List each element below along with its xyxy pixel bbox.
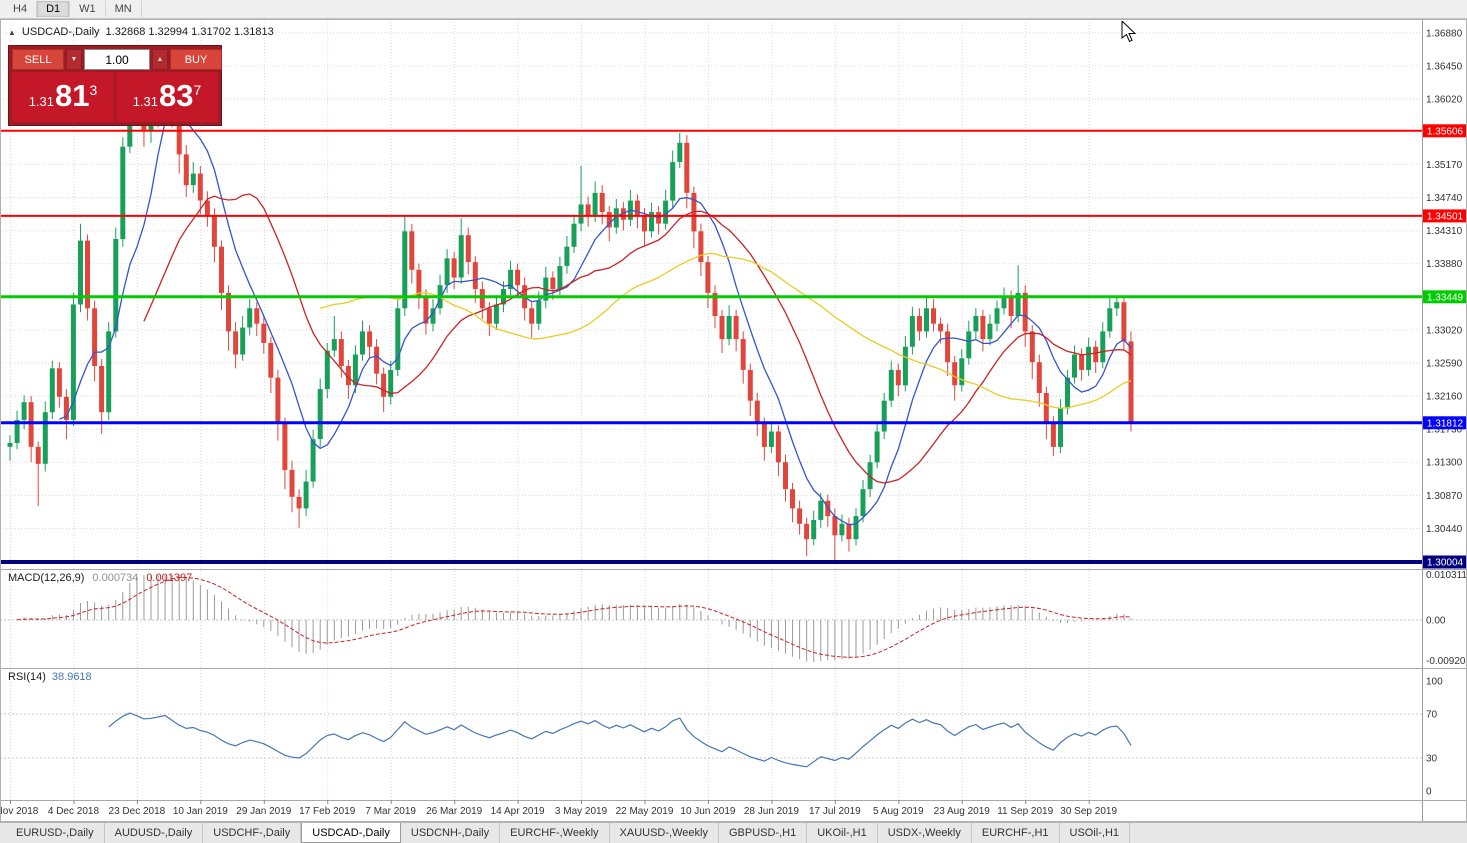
svg-text:30 Sep 2019: 30 Sep 2019	[1060, 806, 1117, 817]
chart-tab-usdchf-daily[interactable]: USDCHF-,Daily	[203, 823, 302, 843]
svg-text:23 Dec 2018: 23 Dec 2018	[109, 806, 166, 817]
buy-price-prefix: 1.31	[132, 94, 159, 109]
svg-text:1.31812: 1.31812	[1427, 418, 1464, 429]
chart-tab-ukoil-h1[interactable]: UKOil-,H1	[807, 823, 878, 843]
timeframe-toolbar: H4 D1 W1 MN	[0, 0, 1467, 19]
chart-tab-eurchf-weekly[interactable]: EURCHF-,Weekly	[500, 823, 610, 843]
svg-text:29 Jan 2019: 29 Jan 2019	[236, 806, 291, 817]
timeframe-button-h4[interactable]: H4	[4, 1, 38, 17]
svg-text:70: 70	[1426, 710, 1438, 721]
chart-tab-eurusd-daily[interactable]: EURUSD-,Daily	[6, 823, 105, 843]
timeframe-button-d1[interactable]: D1	[37, 1, 71, 17]
svg-text:7 Mar 2019: 7 Mar 2019	[365, 806, 416, 817]
svg-text:1.34310: 1.34310	[1426, 226, 1463, 237]
svg-text:-0.009203: -0.009203	[1426, 656, 1467, 667]
macd-label: MACD(12,26,9) 0.000734 0.001397	[8, 572, 192, 584]
grid-layer	[0, 22, 1422, 800]
price-scale-labels: 1.36880 1.36450 1.36020 1.35170 1.34740 1.343…	[1426, 28, 1467, 797]
svg-text:1.31730: 1.31730	[1426, 425, 1463, 436]
svg-text:26 Mar 2019: 26 Mar 2019	[426, 806, 483, 817]
sell-price-prefix: 1.31	[28, 94, 55, 109]
svg-text:1.34740: 1.34740	[1426, 193, 1463, 204]
timeframe-button-mn[interactable]: MN	[106, 1, 142, 17]
svg-text:0: 0	[1426, 787, 1432, 798]
chart-tab-usdcnh-daily[interactable]: USDCNH-,Daily	[401, 823, 501, 843]
svg-text:5 Aug 2019: 5 Aug 2019	[873, 806, 924, 817]
chart-tabs-bar: EURUSD-,Daily AUDUSD-,Daily USDCHF-,Daily U…	[0, 822, 1467, 843]
sell-price-big: 81	[55, 78, 90, 113]
price-badges: 1.35606 1.34501 1.33449 1.31812 1.30004	[1423, 124, 1467, 569]
timeframe-button-w1[interactable]: W1	[70, 1, 106, 17]
svg-text:28 Jun 2019: 28 Jun 2019	[744, 806, 799, 817]
svg-text:1.32160: 1.32160	[1426, 392, 1463, 403]
buy-price[interactable]: 1.31 83 7	[116, 72, 218, 122]
svg-text:10 Jan 2019: 10 Jan 2019	[173, 806, 228, 817]
volume-decrease-button[interactable]: ▼	[66, 49, 82, 70]
svg-text:1.35170: 1.35170	[1426, 160, 1463, 171]
sell-button[interactable]: SELL	[12, 49, 64, 70]
chart-tab-eurchf-h1[interactable]: EURCHF-,H1	[972, 823, 1060, 843]
svg-text:1.36020: 1.36020	[1426, 94, 1463, 105]
svg-text:1.33020: 1.33020	[1426, 325, 1463, 336]
buy-button[interactable]: BUY	[170, 49, 222, 70]
svg-text:1.33880: 1.33880	[1426, 259, 1463, 270]
svg-text:22 May 2019: 22 May 2019	[616, 806, 674, 817]
one-click-order-row: SELL ▼ ▲ BUY	[12, 49, 222, 70]
svg-text:1.30004: 1.30004	[1427, 557, 1464, 568]
svg-text:15 Nov 2018: 15 Nov 2018	[0, 806, 39, 817]
svg-text:1.30440: 1.30440	[1426, 524, 1463, 535]
chart-tab-usoil-h1[interactable]: USOil-,H1	[1060, 823, 1131, 843]
moving-averages-layer	[59, 105, 1132, 526]
horizontal-levels-layer[interactable]	[0, 129, 1422, 564]
svg-text:1.36450: 1.36450	[1426, 61, 1463, 72]
svg-text:1.30870: 1.30870	[1426, 491, 1463, 502]
svg-text:100: 100	[1426, 677, 1443, 688]
chart-tab-gbpusd-h1[interactable]: GBPUSD-,H1	[719, 823, 808, 843]
chart-tab-usdcad-daily[interactable]: USDCAD-,Daily	[301, 823, 401, 843]
svg-text:1.32590: 1.32590	[1426, 358, 1463, 369]
svg-text:14 Apr 2019: 14 Apr 2019	[491, 806, 545, 817]
sell-price[interactable]: 1.31 81 3	[12, 72, 114, 122]
svg-text:10 Jun 2019: 10 Jun 2019	[680, 806, 735, 817]
svg-text:1.34501: 1.34501	[1427, 211, 1464, 222]
svg-text:1.31300: 1.31300	[1426, 458, 1463, 469]
volume-increase-button[interactable]: ▲	[152, 49, 168, 70]
svg-text:23 Aug 2019: 23 Aug 2019	[934, 806, 991, 817]
svg-text:0.010311: 0.010311	[1426, 570, 1467, 581]
buy-price-sup: 7	[193, 82, 202, 98]
svg-text:3 May 2019: 3 May 2019	[555, 806, 608, 817]
candles-layer	[7, 54, 1134, 560]
macd-histogram	[16, 575, 1132, 662]
chart-tab-xauusd-weekly[interactable]: XAUUSD-,Weekly	[610, 823, 719, 843]
svg-text:17 Jul 2019: 17 Jul 2019	[809, 806, 861, 817]
rsi-line	[108, 712, 1132, 768]
svg-text:30: 30	[1426, 754, 1438, 765]
svg-text:0.00: 0.00	[1426, 616, 1446, 627]
chart-tab-usdx-weekly[interactable]: USDX-,Weekly	[878, 823, 972, 843]
buy-price-big: 83	[159, 78, 194, 113]
one-click-price-row: 1.31 81 3 1.31 83 7	[12, 72, 218, 122]
svg-text:1.33449: 1.33449	[1427, 292, 1464, 303]
svg-text:11 Sep 2019: 11 Sep 2019	[997, 806, 1053, 817]
svg-text:4 Dec 2018: 4 Dec 2018	[48, 806, 100, 817]
macd-signal-line	[17, 577, 1132, 658]
chart-window: 1.36880 1.36450 1.36020 1.35170 1.34740 1.343…	[0, 19, 1467, 822]
svg-text:1.36880: 1.36880	[1426, 28, 1463, 39]
svg-text:1.35606: 1.35606	[1427, 126, 1464, 137]
price-chart-canvas[interactable]: 1.36880 1.36450 1.36020 1.35170 1.34740 1.343…	[0, 19, 1467, 822]
date-axis: 15 Nov 2018 4 Dec 2018 23 Dec 2018 10 Jan 2…	[0, 800, 1117, 817]
volume-input[interactable]	[84, 49, 150, 70]
rsi-label: RSI(14) 38.9618	[8, 671, 92, 683]
chart-tab-audusd-daily[interactable]: AUDUSD-,Daily	[105, 823, 204, 843]
svg-text:17 Feb 2019: 17 Feb 2019	[299, 806, 356, 817]
sell-price-sup: 3	[89, 82, 98, 98]
one-click-collapse-toggle[interactable]: ▲	[8, 27, 16, 37]
